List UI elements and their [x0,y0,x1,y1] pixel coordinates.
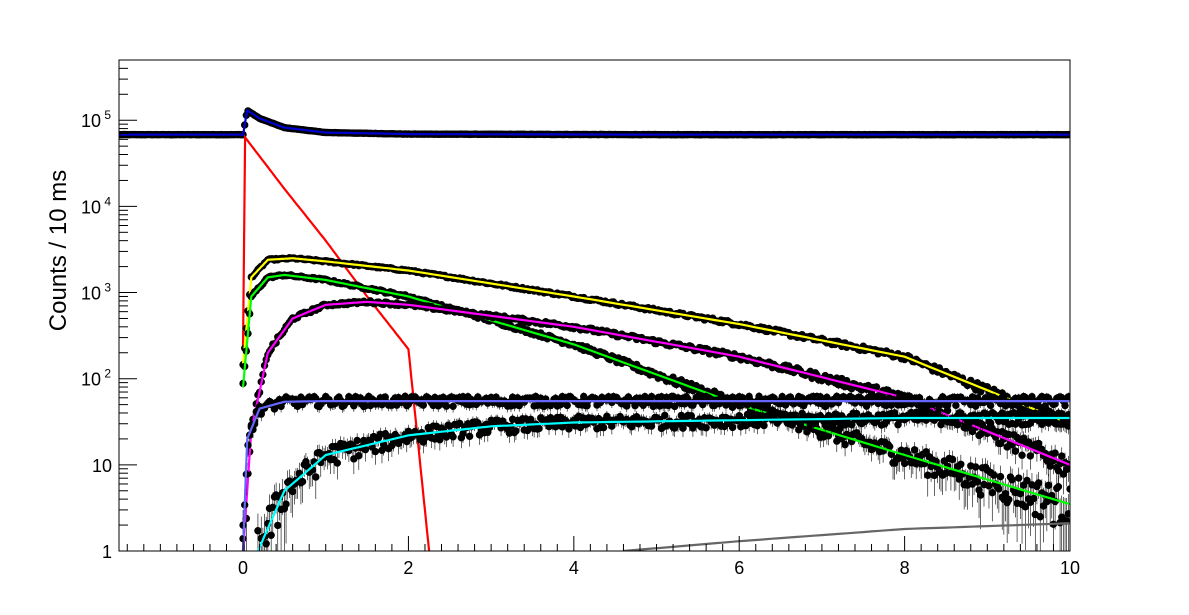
data-point [900,459,909,468]
data-point [442,402,451,410]
data-point [401,392,409,401]
series-0 [119,107,1070,139]
data-point [563,401,571,410]
data-point [1034,439,1043,448]
data-point [1015,474,1023,482]
data-point [823,393,831,402]
series-0-curve [119,108,1070,136]
data-point [972,463,980,471]
plot-area [119,107,1070,551]
data-point [976,491,985,499]
data-point [1011,447,1020,455]
series-4-curve [241,300,1070,551]
data-point [924,471,932,479]
data-point [1034,479,1043,487]
data-point [647,392,656,401]
data-point [350,401,358,410]
data-point [841,440,849,449]
data-point [1005,495,1013,504]
series-3-curve [241,273,1070,506]
series-2-curve [241,257,1070,425]
data-point [1023,476,1031,485]
series-2 [239,254,1070,435]
data-point [948,455,957,464]
data-point [1016,489,1025,498]
data-point [1018,451,1026,459]
data-point [1064,510,1070,518]
series-1-curve [241,134,431,551]
data-point [910,446,919,454]
data-point [1008,476,1016,484]
data-point [985,482,993,490]
data-point [990,471,998,479]
data-point [995,485,1003,493]
data-point [1066,485,1070,493]
data-point [419,401,428,409]
data-point [957,460,965,468]
data-point [1051,449,1059,457]
data-point [1026,452,1035,460]
data-point [973,478,982,486]
data-point [1058,452,1066,460]
data-point [1044,481,1053,489]
series-1 [241,134,431,551]
series-5 [239,392,1070,551]
data-point [1036,513,1044,521]
data-point [1029,494,1038,503]
data-point [988,488,996,497]
data-point [449,402,457,411]
data-point [996,472,1005,481]
